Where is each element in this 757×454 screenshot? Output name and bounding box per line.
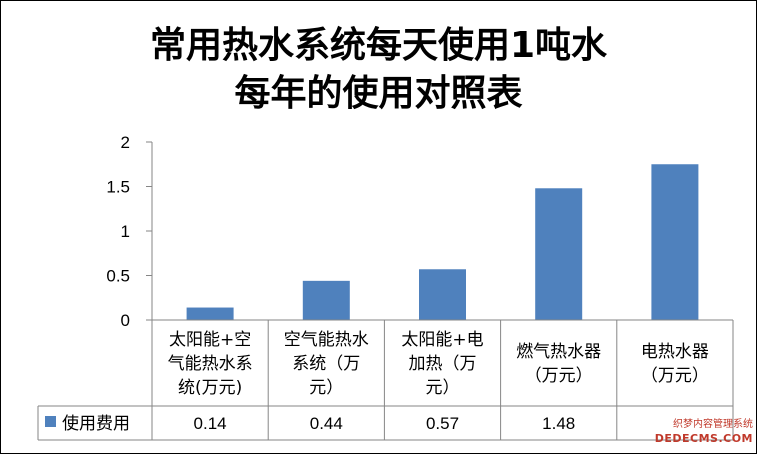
category-label: 燃气热水器	[516, 342, 601, 362]
y-tick-label: 2	[121, 133, 130, 152]
category-label: 电热水器	[641, 342, 709, 362]
category-label: 元）	[426, 378, 460, 398]
y-tick-label: 1	[121, 222, 130, 241]
bar	[419, 269, 466, 320]
data-table-value: 0.14	[194, 414, 227, 433]
category-label: 加热（万	[409, 354, 477, 374]
y-tick-label: 1.5	[106, 178, 130, 197]
category-label: （万元）	[525, 366, 593, 386]
bar	[302, 280, 350, 320]
category-label: 气能热水系	[168, 354, 253, 374]
data-table-value: 0.44	[310, 414, 343, 433]
bar	[186, 307, 234, 320]
category-label: 系统（万	[292, 354, 360, 374]
legend-swatch	[45, 416, 56, 427]
data-table-value: 1.48	[542, 414, 575, 433]
bar	[535, 188, 583, 320]
chart-title: 常用热水系统每天使用1吨水 每年的使用对照表	[0, 22, 757, 118]
category-label: 元）	[309, 378, 343, 398]
bar	[651, 164, 699, 320]
category-label: 统(万元)	[178, 378, 242, 398]
category-label: 太阳能+电	[401, 330, 483, 350]
category-label: 太阳能+空	[169, 330, 251, 350]
chart-title-line-2: 每年的使用对照表	[234, 73, 523, 114]
legend-series-name: 使用费用	[62, 413, 130, 434]
data-table-value: 0.57	[426, 414, 459, 433]
y-tick-label: 0	[121, 311, 130, 330]
category-label: （万元）	[641, 366, 709, 386]
chart-title-line-1: 常用热水系统每天使用1吨水	[149, 25, 608, 66]
y-tick-label: 0.5	[106, 267, 130, 286]
category-label: 空气能热水	[284, 330, 369, 350]
